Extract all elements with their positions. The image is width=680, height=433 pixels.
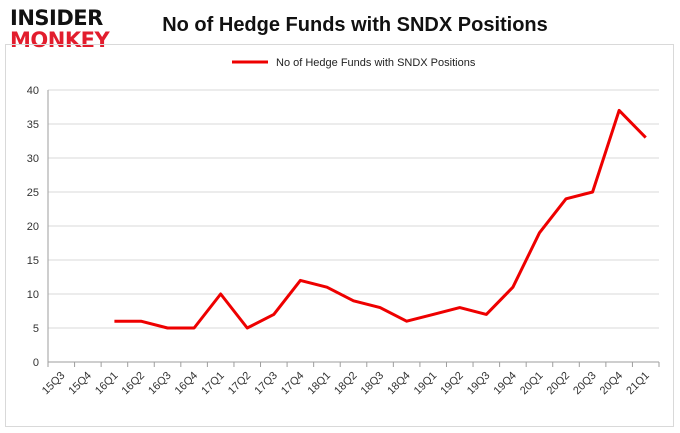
x-tick-label: 16Q2: [120, 370, 148, 398]
y-tick-label: 10: [27, 289, 39, 301]
y-tick-label: 40: [27, 85, 39, 97]
chart-frame: [5, 44, 674, 427]
logo-line-1: INSIDER: [10, 6, 103, 30]
x-tick-label: 18Q4: [385, 370, 413, 398]
x-tick-label: 20Q4: [598, 370, 626, 398]
x-tick-label: 16Q1: [93, 370, 121, 398]
y-tick-label: 35: [27, 119, 39, 131]
x-tick-labels: 15Q3 15Q4 16Q1 16Q2 16Q3 16Q4 17Q1 17Q2 17Q3 17Q4…: [40, 370, 652, 398]
x-tick-label: 21Q1: [624, 370, 652, 398]
x-tick-label: 19Q4: [491, 370, 519, 398]
y-tick-label: 25: [27, 187, 39, 199]
insider-monkey-logo: INSIDER MONKEY: [10, 7, 128, 55]
x-tick-label: 17Q4: [279, 370, 307, 398]
x-tick-label: 18Q2: [332, 370, 360, 398]
series: [114, 108, 647, 330]
x-tick-label: 19Q1: [412, 370, 440, 398]
y-tick-label: 0: [33, 357, 39, 369]
x-tick-label: 20Q2: [545, 370, 573, 398]
y-tick-label: 20: [27, 221, 39, 233]
x-tick-label: 17Q2: [226, 370, 254, 398]
series-line-0: [114, 108, 647, 330]
y-tick-label: 15: [27, 255, 39, 267]
axes: [47, 90, 660, 367]
chart-title: No of Hedge Funds with SNDX Positions: [162, 14, 548, 36]
x-tick-label: 20Q3: [571, 370, 599, 398]
y-tick-labels: 0 5 10 15 20 25 30 35 40: [27, 85, 39, 369]
logo-line-2: MONKEY: [10, 28, 110, 52]
x-tick-label: 16Q4: [173, 370, 201, 398]
y-tick-label: 30: [27, 153, 39, 165]
grid-lines: [48, 89, 659, 329]
x-tick-label: 20Q1: [518, 370, 546, 398]
x-tick-label: 16Q3: [146, 370, 174, 398]
legend-label: No of Hedge Funds with SNDX Positions: [276, 57, 476, 69]
x-tick-label: 19Q3: [465, 370, 493, 398]
x-tick-label: 17Q3: [252, 370, 280, 398]
x-tick-label: 17Q1: [199, 370, 227, 398]
x-tick-label: 18Q3: [359, 370, 387, 398]
legend: No of Hedge Funds with SNDX Positions: [232, 57, 476, 69]
x-tick-label: 19Q2: [438, 370, 466, 398]
x-tick-label: 15Q3: [40, 370, 68, 398]
x-tick-label: 15Q4: [66, 370, 94, 398]
x-tick-label: 18Q1: [306, 370, 334, 398]
y-tick-label: 5: [33, 323, 39, 335]
